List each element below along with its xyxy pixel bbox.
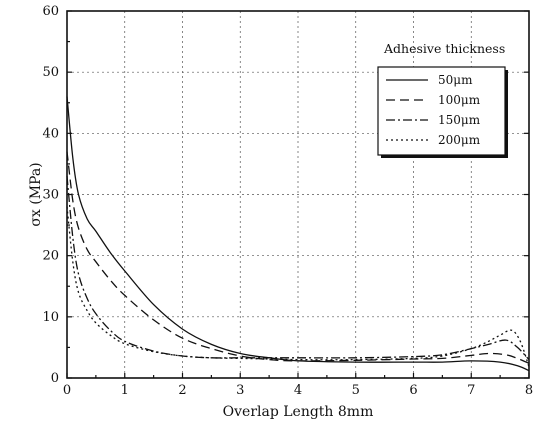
series-line-150μm — [66, 176, 530, 361]
y-tick-label: 10 — [42, 310, 59, 325]
y-tick-label: 60 — [42, 4, 59, 19]
x-tick-label: 5 — [352, 383, 360, 398]
y-tick-label: 20 — [42, 249, 59, 264]
legend-label: 200μm — [438, 133, 481, 147]
x-tick-label: 3 — [236, 383, 244, 398]
legend-items: 50μm 100μm 150μm 200μm — [386, 73, 481, 147]
x-tick-label: 8 — [525, 383, 533, 398]
x-tick-label: 0 — [63, 383, 71, 398]
axis-ticks — [66, 10, 530, 379]
x-tick-label: 4 — [294, 383, 302, 398]
x-axis-title: Overlap Length 8mm — [223, 404, 374, 420]
x-tick-label: 1 — [121, 383, 129, 398]
legend-label: 150μm — [438, 113, 481, 127]
legend: Adhesive thickness 50μm 100μm 150μm 200μm — [377, 41, 508, 158]
grid — [67, 11, 529, 378]
y-tick-label: 40 — [42, 126, 59, 141]
x-tick-label: 7 — [467, 383, 475, 398]
series-line-50μm — [66, 96, 530, 372]
legend-label: 50μm — [438, 73, 473, 87]
y-axis-title: σx (MPa) — [28, 162, 44, 226]
y-tick-label: 50 — [42, 65, 59, 80]
y-tick-label: 0 — [51, 371, 59, 386]
legend-box — [377, 66, 506, 156]
legend-label: 100μm — [438, 93, 481, 107]
x-tick-label: 2 — [178, 383, 186, 398]
tick-labels: 0 1 2 3 4 5 6 7 8 0 10 20 30 40 50 60 — [42, 4, 533, 398]
x-tick-label: 6 — [409, 383, 417, 398]
series-lines — [66, 96, 530, 372]
y-tick-label: 30 — [42, 188, 59, 203]
series-line-100μm — [66, 151, 530, 364]
legend-title: Adhesive thickness — [383, 41, 505, 56]
